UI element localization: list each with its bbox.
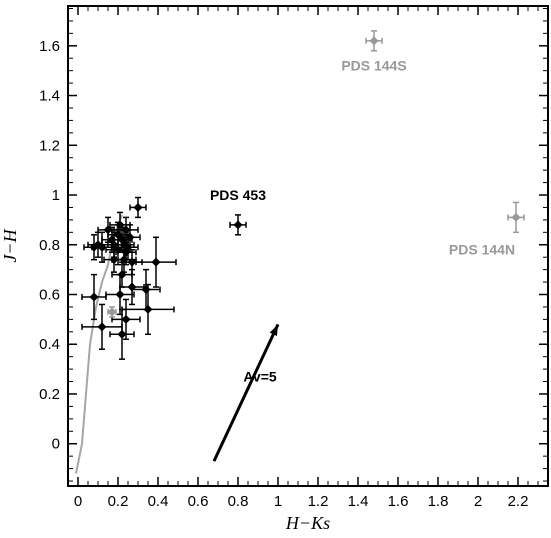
intrinsic-color-curve [75, 214, 123, 474]
diamond-marker [127, 257, 137, 267]
y-tick-label: 1.6 [39, 38, 60, 55]
x-tick-label: 0.6 [188, 493, 209, 510]
reddening-arrow-shaft [212, 323, 280, 462]
data-points [81, 30, 525, 360]
x-tick-label: 1.4 [348, 493, 369, 510]
x-tick-label: 2 [474, 493, 482, 510]
diamond-marker [117, 329, 127, 339]
diamond-marker [89, 292, 99, 302]
x-tick-label: 1.6 [388, 493, 409, 510]
data-point [107, 306, 117, 318]
data-point [135, 236, 177, 288]
y-axis-ticks: 0 0.2 0.4 0.6 0.8 1 1.2 1.4 1.6 [39, 7, 548, 482]
diamond-marker [511, 212, 521, 222]
data-point [105, 273, 135, 316]
annotation-label: Av=5 [243, 369, 277, 385]
diamond-marker [233, 220, 243, 230]
data-point [97, 216, 119, 244]
data-point [121, 283, 175, 336]
diamond-marker [107, 307, 117, 317]
data-point [507, 201, 525, 234]
x-tick-label: 0.4 [148, 493, 169, 510]
annotation-label: PDS 453 [210, 187, 266, 203]
data-point [129, 196, 147, 219]
diamond-marker [143, 304, 153, 314]
diamond-marker [115, 289, 125, 299]
data-point [111, 298, 141, 341]
x-tick-label: 0.8 [228, 493, 249, 510]
diamond-marker [121, 314, 131, 324]
x-tick-label: 0 [74, 493, 82, 510]
annotation-label: PDS 144S [341, 58, 406, 74]
intrinsic-curve-line [75, 214, 123, 474]
reddening-vector [212, 323, 280, 462]
x-axis-title: H−Ks [285, 513, 330, 533]
data-point [81, 303, 123, 350]
diamond-marker [121, 225, 131, 235]
diamond-marker [133, 202, 143, 212]
y-tick-label: 0.4 [39, 336, 60, 353]
annotations: PDS 453 PDS 144S PDS 144N Av=5 [210, 58, 515, 385]
reddening-arrow-head [269, 324, 278, 337]
y-axis-title: J−H [0, 228, 20, 262]
data-point [365, 30, 383, 52]
diamond-marker [97, 322, 107, 332]
y-tick-label: 0 [52, 436, 60, 453]
diamond-marker [151, 257, 161, 267]
y-tick-label: 1 [52, 187, 60, 204]
y-tick-label: 0.8 [39, 237, 60, 254]
y-tick-label: 1.4 [39, 88, 60, 105]
x-tick-label: 1 [274, 493, 282, 510]
annotation-label: PDS 144N [449, 242, 515, 258]
data-point [81, 273, 107, 321]
x-tick-label: 0.2 [108, 493, 129, 510]
x-axis-ticks: 0 0.2 0.4 0.6 0.8 1 1.2 1.4 1.6 1.8 2 2.2 [67, 6, 549, 510]
x-tick-label: 1.2 [308, 493, 329, 510]
diamond-marker [369, 36, 379, 46]
x-tick-label: 1.8 [428, 493, 449, 510]
data-point [229, 214, 247, 236]
y-tick-label: 0.6 [39, 286, 60, 303]
y-tick-label: 0.2 [39, 386, 60, 403]
y-tick-label: 1.2 [39, 137, 60, 154]
x-tick-label: 2.2 [508, 493, 529, 510]
